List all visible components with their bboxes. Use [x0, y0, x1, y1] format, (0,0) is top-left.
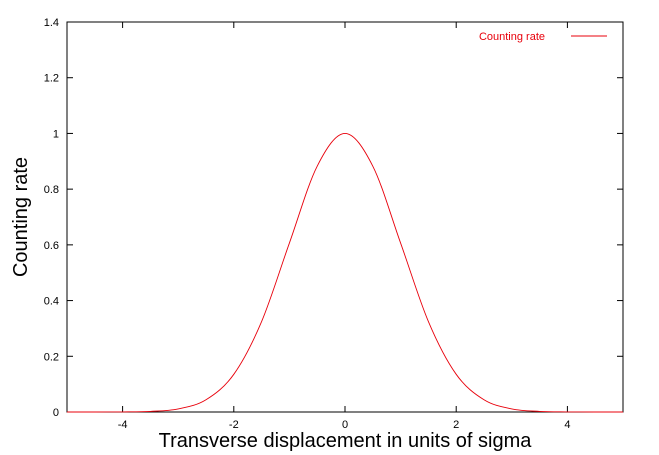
y-axis-title: Counting rate — [10, 157, 32, 277]
x-axis-ticks: -4 -2 0 2 4 — [118, 22, 570, 431]
x-tick-label: 4 — [564, 419, 570, 431]
x-tick-label: -4 — [118, 419, 128, 431]
y-tick-label: 0.2 — [44, 351, 59, 363]
x-tick-label: -2 — [229, 419, 239, 431]
x-axis-title: Transverse displacement in units of sigm… — [159, 430, 533, 452]
y-tick-label: 1.4 — [44, 17, 59, 29]
series-line — [66, 132, 624, 413]
y-tick-label: 0.8 — [44, 184, 59, 196]
x-tick-label: 0 — [342, 419, 348, 431]
legend: Counting rate — [479, 31, 607, 43]
plot-frame — [66, 21, 624, 413]
y-tick-label: 1.2 — [44, 73, 59, 85]
legend-label: Counting rate — [479, 31, 545, 43]
y-axis-ticks: 0 0.2 0.4 0.6 0.8 1 1.2 1.4 — [44, 17, 623, 419]
x-tick-label: 2 — [453, 419, 459, 431]
y-tick-label: 1 — [53, 128, 59, 140]
y-tick-label: 0.6 — [44, 240, 59, 252]
series-group — [66, 132, 624, 413]
y-tick-label: 0.4 — [44, 296, 59, 308]
y-tick-label: 0 — [53, 407, 59, 419]
